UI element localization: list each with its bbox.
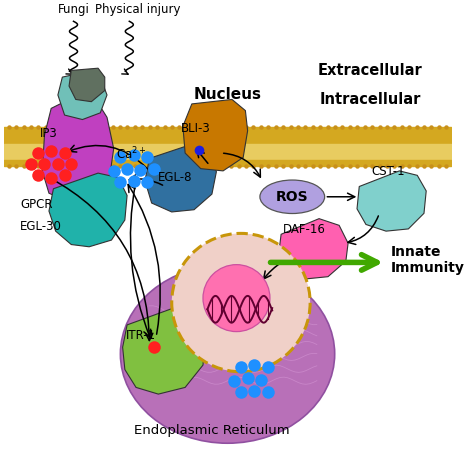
Text: ITR-1: ITR-1 — [126, 329, 155, 343]
Text: Nucleus: Nucleus — [193, 87, 262, 103]
Text: Fungi: Fungi — [57, 2, 90, 16]
Text: Physical injury: Physical injury — [95, 2, 181, 16]
Polygon shape — [49, 173, 127, 247]
Polygon shape — [69, 68, 105, 102]
Polygon shape — [123, 307, 205, 394]
Polygon shape — [183, 99, 247, 171]
Text: EGL-30: EGL-30 — [20, 220, 62, 233]
Circle shape — [172, 234, 310, 372]
Text: CST-1: CST-1 — [372, 164, 405, 178]
Text: Innate
Immunity: Innate Immunity — [391, 245, 465, 275]
Text: BLI-3: BLI-3 — [181, 122, 210, 135]
Polygon shape — [42, 95, 114, 202]
Text: DAF-16: DAF-16 — [283, 223, 326, 235]
Ellipse shape — [120, 265, 335, 443]
Polygon shape — [145, 145, 216, 212]
Polygon shape — [58, 73, 107, 120]
Text: EGL-8: EGL-8 — [158, 171, 193, 184]
Text: ROS: ROS — [276, 190, 309, 204]
Text: Endoplasmic Reticulum: Endoplasmic Reticulum — [134, 424, 290, 436]
Ellipse shape — [260, 180, 325, 213]
Circle shape — [203, 265, 270, 332]
Text: Intracellular: Intracellular — [320, 92, 421, 107]
Text: IP3: IP3 — [40, 126, 58, 140]
Text: GPCR: GPCR — [20, 198, 53, 211]
Text: Ca$^{2+}$: Ca$^{2+}$ — [117, 145, 147, 162]
Text: Extracellular: Extracellular — [318, 63, 423, 78]
Polygon shape — [279, 218, 348, 279]
Polygon shape — [357, 171, 426, 231]
